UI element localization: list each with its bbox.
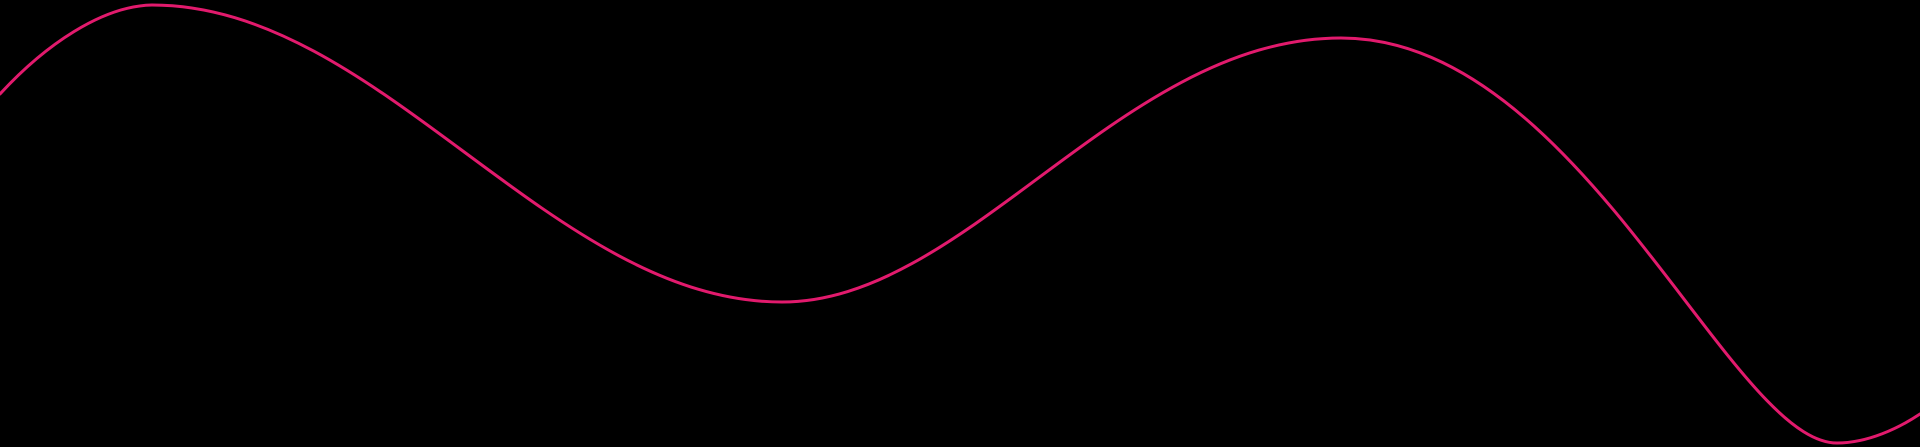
wave-curve-line <box>0 3 1920 445</box>
